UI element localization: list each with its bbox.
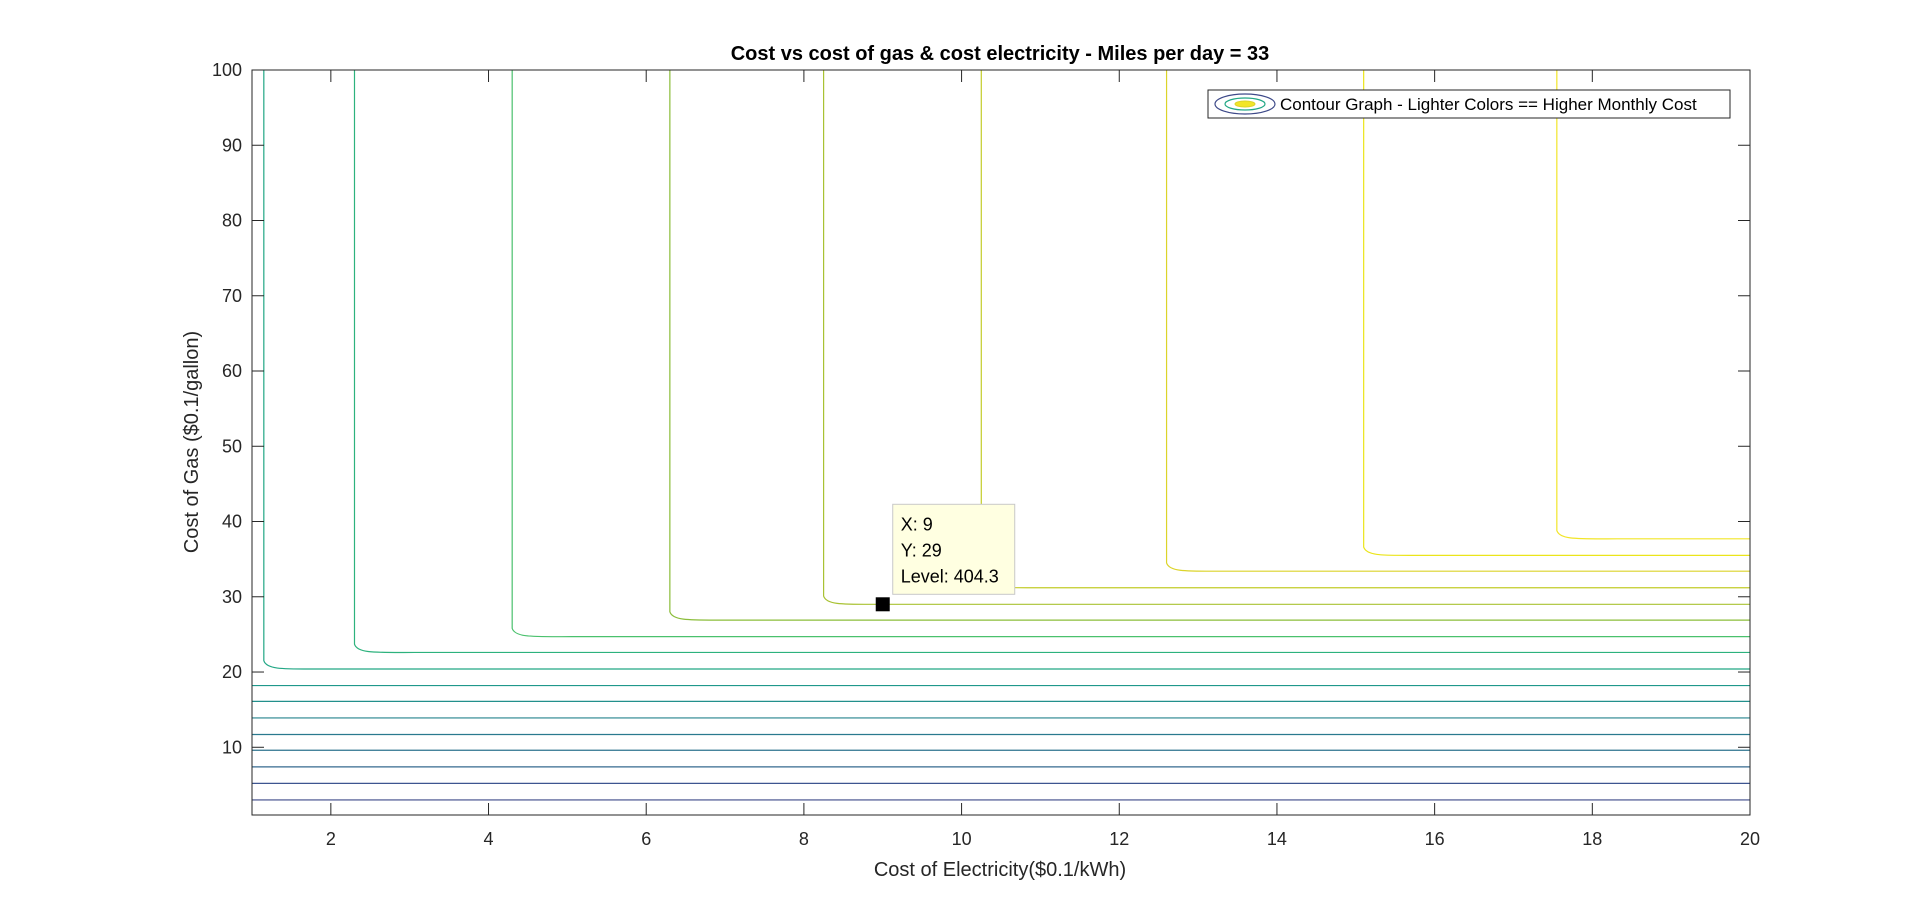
y-tick-label: 60 bbox=[222, 361, 242, 381]
x-tick-label: 6 bbox=[641, 829, 651, 849]
axes-box bbox=[251, 69, 1751, 816]
x-tick-label: 4 bbox=[484, 829, 494, 849]
y-tick-label: 40 bbox=[222, 512, 242, 532]
y-tick-label: 70 bbox=[222, 286, 242, 306]
x-tick-label: 20 bbox=[1740, 829, 1760, 849]
y-tick-label: 10 bbox=[222, 737, 242, 757]
datatip-marker[interactable] bbox=[875, 597, 890, 612]
legend-label: Contour Graph - Lighter Colors == Higher… bbox=[1280, 95, 1697, 114]
y-tick-label: 50 bbox=[222, 436, 242, 456]
contour-line bbox=[669, 70, 1750, 621]
contour-line bbox=[263, 70, 1750, 670]
datatip-line: Level: 404.3 bbox=[901, 566, 999, 586]
contour-line bbox=[353, 70, 1750, 654]
contour-line bbox=[511, 70, 1750, 638]
legend-contour-icon-mid bbox=[1224, 97, 1266, 111]
y-tick-label: 20 bbox=[222, 662, 242, 682]
x-axis-label: Cost of Electricity($0.1/kWh) bbox=[874, 859, 1126, 881]
y-tick-label: 80 bbox=[222, 211, 242, 231]
y-axis-label: Cost of Gas ($0.1/gallon) bbox=[181, 331, 203, 553]
x-tick-label: 18 bbox=[1582, 829, 1602, 849]
x-tick-label: 12 bbox=[1109, 829, 1129, 849]
datatip-box bbox=[892, 503, 1016, 595]
y-axis-ticks: 10 20 30 40 50 60 70 80 90 100 bbox=[212, 60, 1750, 757]
x-tick-label: 16 bbox=[1425, 829, 1445, 849]
plot-area bbox=[252, 70, 1750, 815]
x-tick-label: 8 bbox=[799, 829, 809, 849]
x-tick-label: 2 bbox=[326, 829, 336, 849]
y-tick-label: 30 bbox=[222, 587, 242, 607]
x-tick-label: 10 bbox=[952, 829, 972, 849]
contour-line bbox=[1556, 70, 1750, 540]
y-tick-label: 90 bbox=[222, 135, 242, 155]
x-tick-label: 14 bbox=[1267, 829, 1287, 849]
datatip-line: Y: 29 bbox=[901, 540, 942, 560]
legend-contour-icon-inner bbox=[1234, 100, 1256, 108]
datatip[interactable]: X: 9 Y: 29 Level: 404.3 bbox=[875, 503, 1016, 612]
chart-title: Cost vs cost of gas & cost electricity -… bbox=[731, 43, 1270, 65]
legend[interactable]: Contour Graph - Lighter Colors == Higher… bbox=[1207, 89, 1731, 119]
legend-contour-icon bbox=[1214, 93, 1276, 115]
y-tick-label: 100 bbox=[212, 60, 242, 80]
contour-line bbox=[1165, 70, 1750, 572]
legend-box bbox=[1207, 89, 1731, 119]
datatip-line: X: 9 bbox=[901, 514, 933, 534]
contour-line bbox=[1363, 70, 1750, 557]
x-axis-ticks: 2 4 6 8 10 12 14 16 18 20 bbox=[326, 70, 1760, 849]
